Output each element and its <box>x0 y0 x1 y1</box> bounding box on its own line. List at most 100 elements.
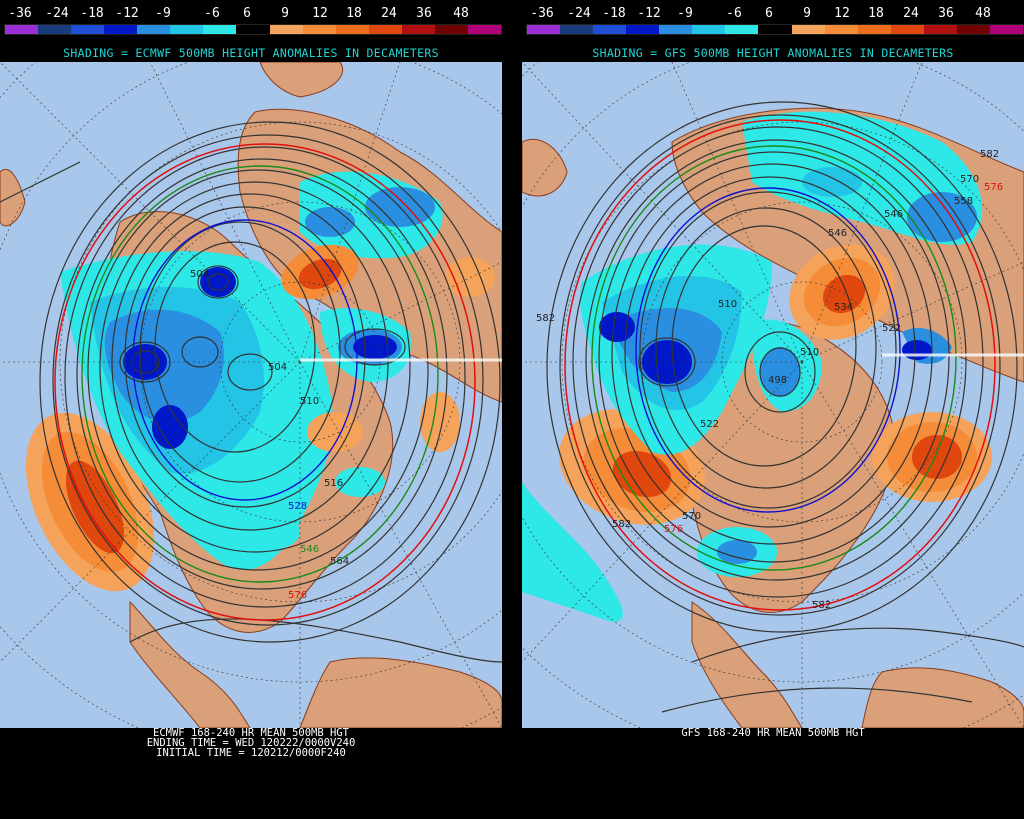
shading-title: SHADING = ECMWF 500MB HEIGHT ANOMALIES I… <box>63 46 439 60</box>
colorbar-tick: -9 <box>155 6 171 21</box>
colorbar-tick: 6 <box>765 6 773 21</box>
height-contours <box>0 121 502 663</box>
contour-label: 522 <box>882 323 901 334</box>
contour-label: 510 <box>300 396 319 407</box>
colorbar-tick: 36 <box>416 6 432 21</box>
colorbar-tick: 24 <box>903 6 919 21</box>
colorbar-tick: 6 <box>243 6 251 21</box>
colorbar-swatch <box>857 25 891 34</box>
contour-label: 576 <box>984 182 1003 193</box>
contour-label: 504 <box>190 269 209 280</box>
colorbar-tick: 48 <box>453 6 469 21</box>
contour-546 <box>81 165 439 583</box>
colorbar-ticks: -36 -24 -18 -12 -9 -6 6 9 12 18 24 36 48 <box>522 6 1024 22</box>
contour-label: 510 <box>800 347 819 358</box>
colorbar-tick: -18 <box>602 6 626 21</box>
contour-label: 522 <box>700 419 719 430</box>
colorbar-tick: 9 <box>803 6 811 21</box>
colorbar-tick: 48 <box>975 6 991 21</box>
colorbar-swatch <box>335 25 369 34</box>
contour-label: 546 <box>828 228 847 239</box>
colorbar-tick: 24 <box>381 6 397 21</box>
contour-label: 516 <box>324 478 343 489</box>
footer-line: ENDING TIME = WED 120222/0000V240 <box>146 737 356 749</box>
colorbar-swatch <box>467 25 501 34</box>
anomaly-shading <box>25 171 495 592</box>
anomaly-colorbar <box>526 24 1024 35</box>
colorbar-swatch <box>956 25 990 34</box>
ecmwf-panel: -36 -24 -18 -12 -9 -6 6 9 12 18 24 36 48… <box>0 0 502 819</box>
colorbar-swatch <box>170 25 204 34</box>
colorbar-swatch <box>203 25 237 34</box>
contour-label: 570 <box>960 174 979 185</box>
contour-labels: 504 504 510 528 516 564 576 546 <box>190 269 349 601</box>
contour-528 <box>635 187 901 513</box>
colorbar-tick: -6 <box>726 6 742 21</box>
colorbar-swatch <box>104 25 138 34</box>
colorbar-tick: -12 <box>637 6 661 21</box>
contour-label: 504 <box>268 362 287 373</box>
contour-label: 570 <box>682 511 701 522</box>
colorbar-swatch <box>269 25 303 34</box>
contour-labels: 582 570 576 558 546 546 534 510 522 498 … <box>536 149 1003 611</box>
colorbar-swatch <box>791 25 825 34</box>
contour-label: 582 <box>612 519 631 530</box>
gfs-map-graphic: 582 570 576 558 546 546 534 510 522 498 … <box>522 62 1024 728</box>
map-footer: ECMWF 168-240 HR MEAN 500MB HGT ENDING T… <box>0 727 502 759</box>
colorbar-swatch <box>989 25 1023 34</box>
contour-label: 546 <box>884 209 903 220</box>
colorbar-tick: 36 <box>938 6 954 21</box>
colorbar-tick: 9 <box>281 6 289 21</box>
colorbar-swatch <box>593 25 627 34</box>
colorbar-tick: -24 <box>567 6 591 21</box>
colorbar-swatch <box>725 25 759 34</box>
colorbar-swatch <box>5 25 39 34</box>
colorbar-tick: 12 <box>312 6 328 21</box>
footer-line: INITIAL TIME = 120212/0000F240 <box>156 747 346 759</box>
contour-label: 576 <box>664 524 683 535</box>
colorbar-swatch <box>434 25 468 34</box>
contour-label: 498 <box>768 375 787 386</box>
graticule <box>0 62 502 728</box>
contour-label: 576 <box>288 590 307 601</box>
gfs-panel: -36 -24 -18 -12 -9 -6 6 9 12 18 24 36 48… <box>522 0 1024 819</box>
contour-label: 528 <box>288 501 307 512</box>
colorbar-swatch <box>560 25 594 34</box>
contour-label: 510 <box>718 299 737 310</box>
contour-label: 582 <box>980 149 999 160</box>
colorbar-tick: -12 <box>115 6 139 21</box>
footer-line: GFS 168-240 HR MEAN 500MB HGT <box>681 727 865 739</box>
colorbar-ticks: -36 -24 -18 -12 -9 -6 6 9 12 18 24 36 48 <box>0 6 502 22</box>
contour-576 <box>564 119 996 611</box>
colorbar-swatch <box>38 25 72 34</box>
shading-title: SHADING = GFS 500MB HEIGHT ANOMALIES IN … <box>592 46 954 60</box>
contour-label: 558 <box>954 196 973 207</box>
colorbar-swatch <box>368 25 402 34</box>
colorbar-swatch <box>692 25 726 34</box>
contour-label: 534 <box>834 302 853 313</box>
colorbar-tick: -6 <box>204 6 220 21</box>
colorbar-tick: -24 <box>45 6 69 21</box>
colorbar-tick: -9 <box>677 6 693 21</box>
contour-label: 582 <box>812 600 831 611</box>
colorbar-swatch <box>659 25 693 34</box>
colorbar-swatch <box>758 25 792 34</box>
footer-line: ECMWF 168-240 HR MEAN 500MB HGT <box>153 727 349 739</box>
contour-label: 546 <box>300 544 319 555</box>
colorbar-tick: -18 <box>80 6 104 21</box>
map-footer: GFS 168-240 HR MEAN 500MB HGT <box>522 727 1024 739</box>
colorbar-swatch <box>824 25 858 34</box>
anomaly-colorbar <box>4 24 502 35</box>
colorbar-swatch <box>890 25 924 34</box>
contour-576 <box>54 143 476 621</box>
height-contours <box>546 101 1024 713</box>
colorbar-swatch <box>236 25 270 34</box>
colorbar-tick: 18 <box>868 6 884 21</box>
colorbar-swatch <box>626 25 660 34</box>
anomaly-shading <box>522 111 992 622</box>
gfs-map: 582 570 576 558 546 546 534 510 522 498 … <box>522 62 1024 728</box>
ecmwf-map: 504 504 510 528 516 564 576 546 <box>0 62 502 728</box>
colorbar-tick: -36 <box>530 6 554 21</box>
colorbar-swatch <box>527 25 561 34</box>
colorbar-swatch <box>923 25 957 34</box>
